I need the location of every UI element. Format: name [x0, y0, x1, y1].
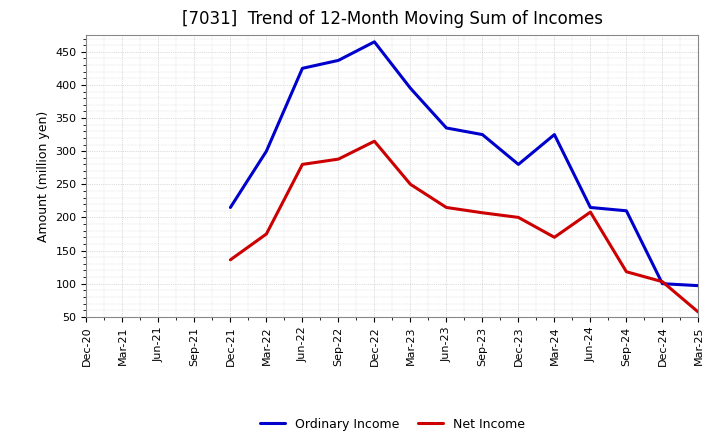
Net Income [406, 182, 415, 187]
Ordinary Income [478, 132, 487, 137]
Net Income [298, 162, 307, 167]
Net Income [694, 309, 703, 315]
Net Income [586, 209, 595, 215]
Ordinary Income [442, 125, 451, 131]
Ordinary Income [298, 66, 307, 71]
Net Income [550, 235, 559, 240]
Net Income [622, 269, 631, 275]
Y-axis label: Amount (million yen): Amount (million yen) [37, 110, 50, 242]
Ordinary Income [370, 39, 379, 44]
Net Income [658, 279, 667, 284]
Line: Ordinary Income: Ordinary Income [230, 42, 698, 286]
Ordinary Income [586, 205, 595, 210]
Net Income [334, 157, 343, 162]
Ordinary Income [694, 283, 703, 288]
Net Income [370, 139, 379, 144]
Net Income [442, 205, 451, 210]
Ordinary Income [658, 281, 667, 286]
Title: [7031]  Trend of 12-Month Moving Sum of Incomes: [7031] Trend of 12-Month Moving Sum of I… [182, 10, 603, 28]
Line: Net Income: Net Income [230, 141, 698, 312]
Net Income [262, 231, 271, 237]
Ordinary Income [334, 58, 343, 63]
Ordinary Income [262, 149, 271, 154]
Ordinary Income [514, 162, 523, 167]
Ordinary Income [406, 85, 415, 91]
Ordinary Income [550, 132, 559, 137]
Ordinary Income [622, 208, 631, 213]
Net Income [514, 215, 523, 220]
Net Income [478, 210, 487, 216]
Ordinary Income [226, 205, 235, 210]
Legend: Ordinary Income, Net Income: Ordinary Income, Net Income [255, 413, 530, 436]
Net Income [226, 257, 235, 262]
